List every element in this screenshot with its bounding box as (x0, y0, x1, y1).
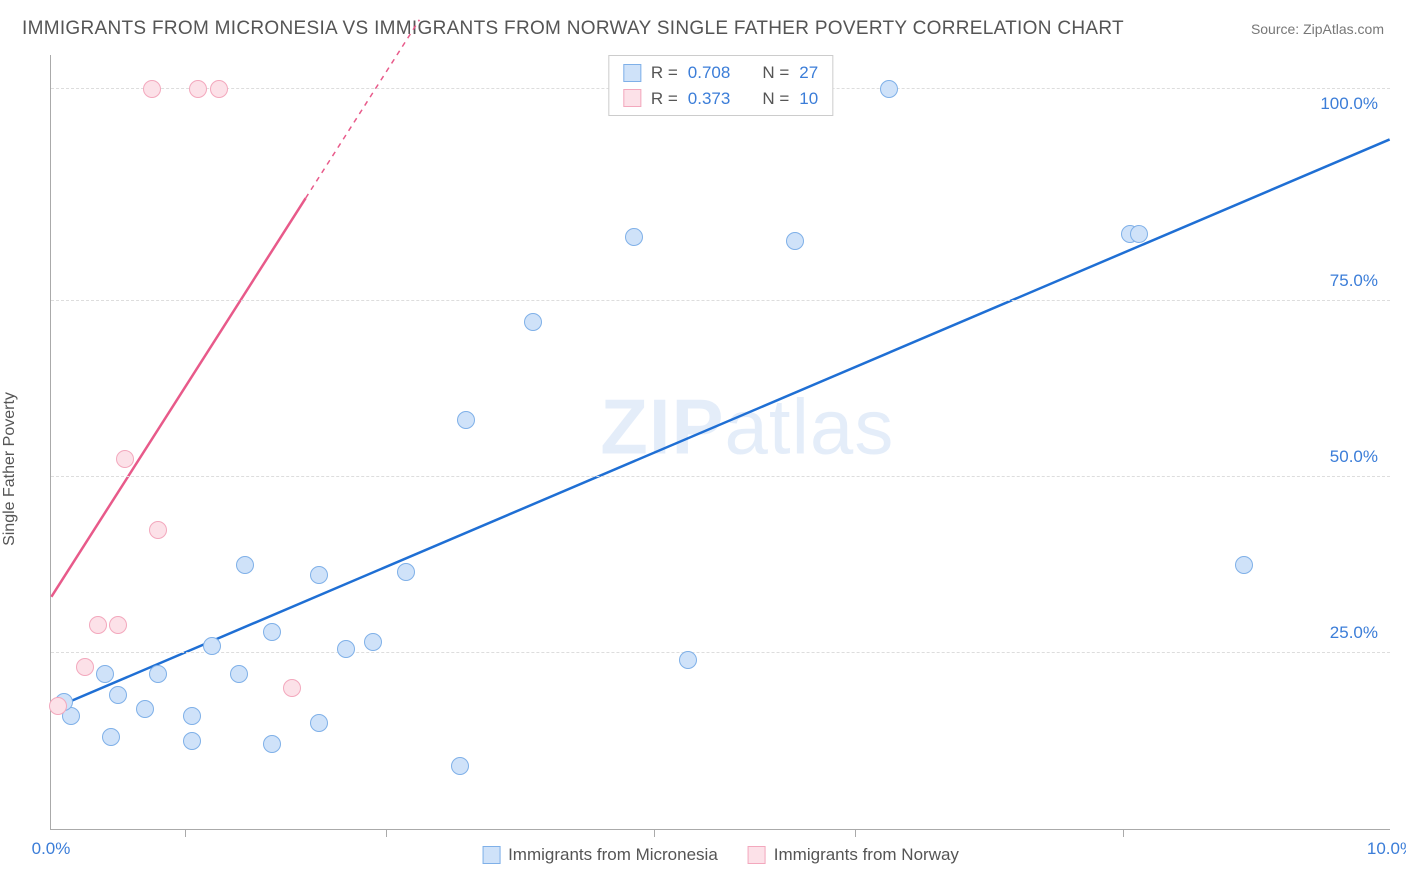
legend-swatch (623, 89, 641, 107)
plot-area: ZIPatlas R = 0.708N = 27R = 0.373N = 10 … (50, 55, 1390, 830)
x-tick-label: 10.0% (1367, 839, 1406, 859)
data-point (310, 714, 328, 732)
watermark: ZIPatlas (600, 381, 894, 472)
legend-series-item: Immigrants from Micronesia (482, 845, 718, 865)
y-tick-label: 75.0% (1330, 271, 1378, 291)
source-label: Source: (1251, 21, 1303, 37)
data-point (210, 80, 228, 98)
gridline-horizontal (51, 300, 1390, 301)
source-attribution: Source: ZipAtlas.com (1251, 18, 1384, 37)
legend-series-label: Immigrants from Norway (774, 845, 959, 865)
gridline-horizontal (51, 652, 1390, 653)
legend-series-item: Immigrants from Norway (748, 845, 959, 865)
y-tick-label: 100.0% (1320, 94, 1378, 114)
data-point (116, 450, 134, 468)
gridline-horizontal (51, 476, 1390, 477)
data-point (880, 80, 898, 98)
trend-line (51, 139, 1389, 709)
data-point (136, 700, 154, 718)
data-point (102, 728, 120, 746)
legend-swatch (748, 846, 766, 864)
data-point (524, 313, 542, 331)
data-point (310, 566, 328, 584)
legend-r-value: 0.373 (688, 86, 731, 112)
data-point (149, 665, 167, 683)
data-point (109, 616, 127, 634)
legend-n-label: N = (762, 60, 789, 86)
source-name: ZipAtlas.com (1303, 21, 1384, 37)
legend-r-label: R = (651, 60, 678, 86)
chart-container: Single Father Poverty ZIPatlas R = 0.708… (0, 45, 1406, 892)
legend-r-label: R = (651, 86, 678, 112)
trend-lines-layer (51, 55, 1390, 829)
legend-n-value: 10 (799, 86, 818, 112)
data-point (183, 732, 201, 750)
x-tick-label: 0.0% (32, 839, 71, 859)
data-point (263, 623, 281, 641)
legend-n-value: 27 (799, 60, 818, 86)
legend-statistics: R = 0.708 N = 27 R = 0.373 N = 10 (608, 55, 833, 116)
legend-r-value: 0.708 (688, 60, 731, 86)
chart-title: IMMIGRANTS FROM MICRONESIA VS IMMIGRANTS… (22, 18, 1124, 40)
data-point (49, 697, 67, 715)
data-point (96, 665, 114, 683)
legend-stat-row: R = 0.373 N = 10 (623, 86, 818, 112)
data-point (786, 232, 804, 250)
data-point (337, 640, 355, 658)
data-point (143, 80, 161, 98)
data-point (1235, 556, 1253, 574)
data-point (451, 757, 469, 775)
x-tick (185, 829, 186, 837)
y-tick-label: 50.0% (1330, 447, 1378, 467)
legend-series: Immigrants from Micronesia Immigrants fro… (482, 845, 959, 865)
x-tick (386, 829, 387, 837)
x-tick (654, 829, 655, 837)
legend-swatch (623, 64, 641, 82)
data-point (364, 633, 382, 651)
data-point (1130, 225, 1148, 243)
data-point (183, 707, 201, 725)
data-point (189, 80, 207, 98)
trend-line (51, 198, 305, 597)
data-point (679, 651, 697, 669)
data-point (109, 686, 127, 704)
y-axis-label: Single Father Poverty (1, 392, 19, 546)
data-point (397, 563, 415, 581)
data-point (203, 637, 221, 655)
data-point (625, 228, 643, 246)
legend-series-label: Immigrants from Micronesia (508, 845, 718, 865)
data-point (263, 735, 281, 753)
data-point (230, 665, 248, 683)
trend-line-dashed (306, 20, 420, 198)
legend-stat-row: R = 0.708 N = 27 (623, 60, 818, 86)
x-tick (855, 829, 856, 837)
data-point (457, 411, 475, 429)
data-point (283, 679, 301, 697)
data-point (149, 521, 167, 539)
data-point (76, 658, 94, 676)
x-tick (1123, 829, 1124, 837)
y-tick-label: 25.0% (1330, 623, 1378, 643)
legend-swatch (482, 846, 500, 864)
data-point (89, 616, 107, 634)
data-point (236, 556, 254, 574)
legend-n-label: N = (762, 86, 789, 112)
